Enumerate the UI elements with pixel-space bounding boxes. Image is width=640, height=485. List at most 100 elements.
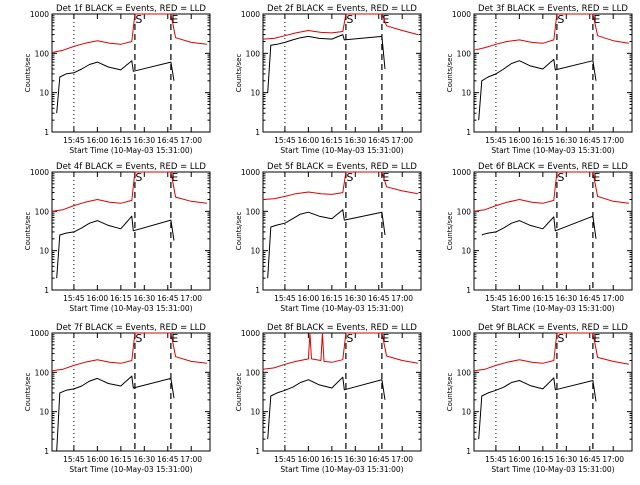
y-tick-label: 1 (255, 128, 260, 137)
y-tick-label: 1 (466, 128, 471, 137)
x-tick-label: 16:15 (110, 136, 132, 145)
x-tick-label: 16:45 (157, 136, 179, 145)
y-tick-label: 10 (461, 408, 471, 417)
x-tick-label: 16:45 (157, 294, 179, 303)
x-axis-label: Start Time (10-May-03 15:31:00) (280, 146, 403, 155)
x-tick-label: 16:15 (110, 455, 132, 464)
events-series-line (267, 34, 386, 93)
x-tick-label: 17:00 (602, 455, 624, 464)
x-tick-label: 16:15 (321, 294, 343, 303)
y-tick-label: 100 (35, 49, 50, 58)
x-tick-label: 16:15 (532, 455, 554, 464)
y-tick-label: 100 (246, 368, 261, 377)
x-tick-label: 17:00 (180, 455, 202, 464)
x-tick-label: 15:45 (274, 455, 296, 464)
marker-label: S (346, 13, 353, 26)
y-axis-label: Counts/sec (24, 54, 32, 93)
lld-series-line (262, 13, 419, 40)
x-tick-label: 16:30 (133, 455, 155, 464)
marker-label: E (593, 332, 600, 345)
y-tick-label: 10 (461, 89, 471, 98)
x-tick-label: 15:45 (63, 455, 85, 464)
plot-frame (473, 332, 633, 452)
events-series-line (478, 377, 597, 440)
x-tick-label: 16:45 (579, 455, 601, 464)
detector-plot: Det 4f BLACK = Events, RED = LLD 1 10 100 10… (24, 162, 211, 313)
y-tick-label: 10 (461, 247, 471, 256)
x-tick-label: 16:00 (87, 136, 109, 145)
marker-label: S (557, 13, 564, 26)
plot-frame (262, 13, 422, 133)
x-tick-label: 15:45 (274, 136, 296, 145)
x-tick-label: 15:45 (485, 455, 507, 464)
y-tick-label: 1000 (241, 10, 260, 19)
plot-title: Det 6f BLACK = Events, RED = LLD (478, 162, 628, 172)
marker-label: E (593, 171, 600, 184)
lld-series-line (262, 171, 418, 200)
x-tick-label: 17:00 (391, 136, 413, 145)
x-tick-label: 17:00 (391, 294, 413, 303)
lld-series-line (51, 171, 207, 212)
x-tick-label: 16:45 (579, 294, 601, 303)
marker-label: S (346, 332, 353, 345)
x-tick-label: 16:15 (321, 136, 343, 145)
x-tick-label: 17:00 (602, 136, 624, 145)
events-series-line (478, 58, 597, 121)
y-axis-label: Counts/sec (235, 54, 243, 93)
y-tick-label: 1 (44, 286, 49, 295)
detector-plot: Det 2f BLACK = Events, RED = LLD 1 10 100 10… (235, 4, 422, 155)
events-series-line (481, 215, 597, 239)
y-tick-label: 1 (44, 447, 49, 456)
marker-label: E (593, 13, 600, 26)
detector-plot: Det 1f BLACK = Events, RED = LLD 1 10 100 10… (24, 4, 211, 155)
x-tick-label: 17:00 (180, 294, 202, 303)
y-axis-label: Counts/sec (24, 212, 32, 251)
detector-plot: Det 7f BLACK = Events, RED = LLD 1 10 100 10… (24, 323, 211, 474)
marker-label: S (135, 13, 142, 26)
plot-title: Det 3f BLACK = Events, RED = LLD (478, 4, 628, 14)
x-tick-label: 17:00 (602, 294, 624, 303)
x-axis-label: Start Time (10-May-03 15:31:00) (69, 146, 192, 155)
x-axis-label: Start Time (10-May-03 15:31:00) (69, 304, 192, 313)
plot-frame (51, 171, 211, 291)
x-tick-label: 16:30 (344, 136, 366, 145)
x-tick-label: 16:45 (157, 455, 179, 464)
y-tick-label: 1 (44, 128, 49, 137)
marker-label: S (557, 332, 564, 345)
plot-title: Det 8f BLACK = Events, RED = LLD (267, 323, 417, 333)
y-tick-label: 1000 (452, 10, 471, 19)
y-tick-label: 1000 (452, 329, 471, 338)
plot-frame (473, 13, 633, 133)
y-tick-label: 10 (250, 247, 260, 256)
plot-title: Det 5f BLACK = Events, RED = LLD (267, 162, 417, 172)
marker-label: E (171, 171, 178, 184)
x-axis-label: Start Time (10-May-03 15:31:00) (491, 146, 614, 155)
detector-plot: Det 9f BLACK = Events, RED = LLD 1 10 100 10… (446, 323, 633, 474)
x-tick-label: 16:45 (368, 455, 390, 464)
y-axis-label: Counts/sec (235, 373, 243, 412)
events-series-line (56, 215, 175, 279)
y-tick-label: 100 (35, 207, 50, 216)
x-tick-label: 16:15 (532, 136, 554, 145)
lld-series-line (473, 332, 629, 372)
plot-title: Det 1f BLACK = Events, RED = LLD (56, 4, 206, 14)
x-tick-label: 15:45 (63, 136, 85, 145)
x-tick-label: 16:00 (509, 136, 531, 145)
plot-frame (51, 332, 211, 452)
events-series-line (267, 209, 386, 279)
y-axis-label: Counts/sec (446, 54, 454, 93)
y-tick-label: 1 (466, 447, 471, 456)
marker-label: S (135, 332, 142, 345)
x-tick-label: 16:15 (110, 294, 132, 303)
y-tick-label: 1000 (30, 168, 49, 177)
lld-series-line (473, 171, 629, 212)
x-axis-label: Start Time (10-May-03 15:31:00) (491, 304, 614, 313)
x-tick-label: 15:45 (274, 294, 296, 303)
lld-series-line (51, 332, 207, 372)
y-tick-label: 100 (35, 368, 50, 377)
lld-series-line (473, 13, 629, 51)
y-tick-label: 1 (466, 286, 471, 295)
plot-title: Det 9f BLACK = Events, RED = LLD (478, 323, 628, 333)
x-tick-label: 16:45 (368, 136, 390, 145)
x-tick-label: 16:30 (133, 294, 155, 303)
